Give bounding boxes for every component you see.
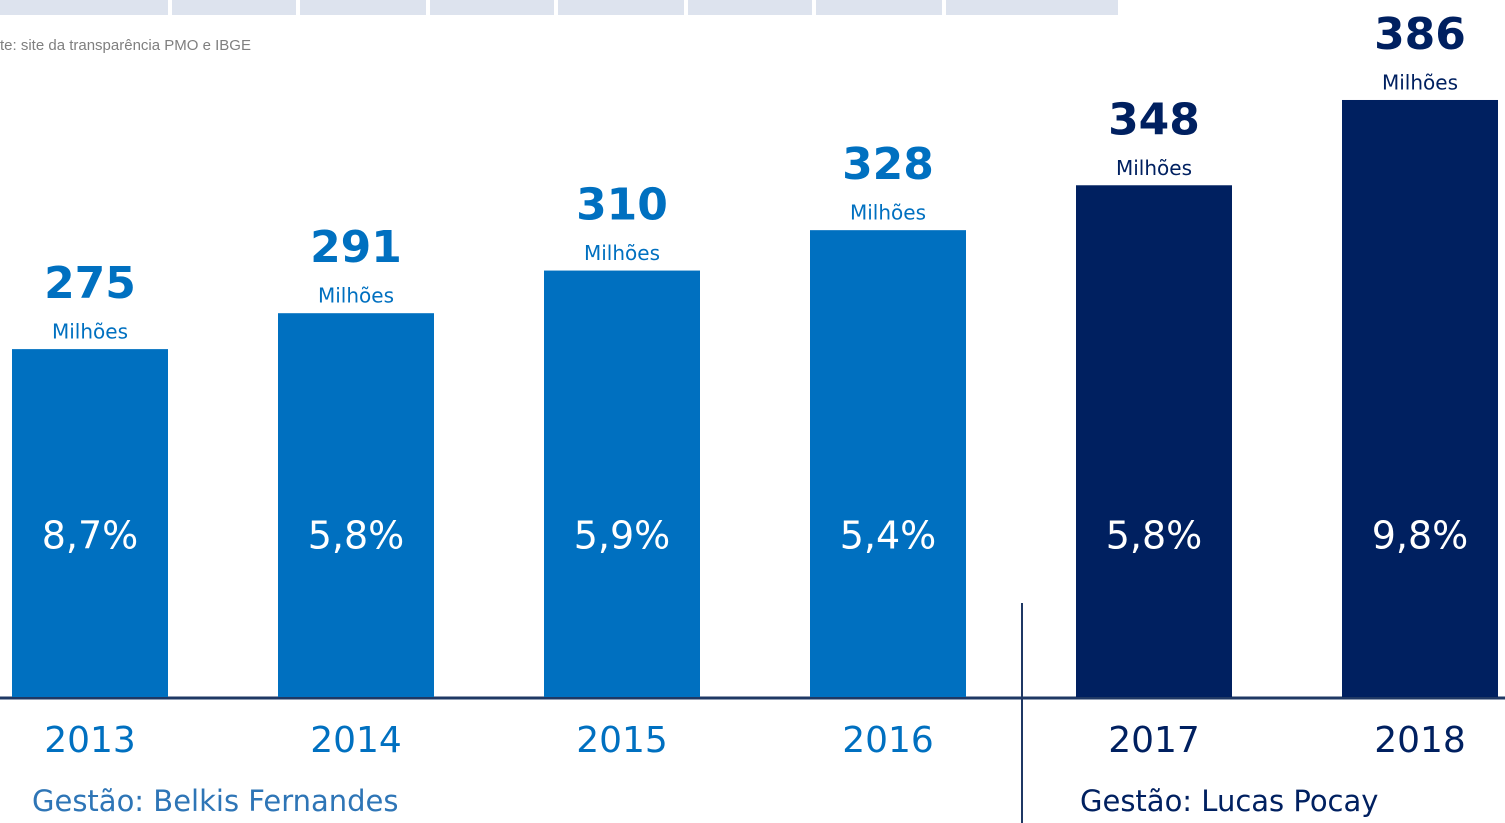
value-label: 291 bbox=[310, 222, 402, 273]
bar-inner-label: 9,8% bbox=[1372, 514, 1469, 558]
bar-inner-label: 8,7% bbox=[42, 514, 139, 558]
x-tick-label: 2013 bbox=[44, 720, 136, 761]
bar-inner-label: 5,4% bbox=[840, 514, 937, 558]
bar bbox=[544, 270, 700, 697]
bar-inner-label: 5,8% bbox=[308, 514, 405, 558]
header-table bbox=[0, 0, 1118, 15]
source-note: te: site da transparência PMO e IBGE bbox=[0, 37, 251, 54]
value-label: 328 bbox=[842, 139, 934, 190]
x-tick-label: 2014 bbox=[310, 720, 402, 761]
table-cell bbox=[688, 0, 812, 15]
value-label: 348 bbox=[1108, 94, 1200, 145]
bar-inner-label: 5,8% bbox=[1106, 514, 1203, 558]
x-tick-label: 2017 bbox=[1108, 720, 1200, 761]
table-cell bbox=[300, 0, 426, 15]
unit-label: Milhões bbox=[584, 241, 660, 265]
table-cell bbox=[430, 0, 554, 15]
unit-label: Milhões bbox=[52, 320, 128, 344]
unit-label: Milhões bbox=[1116, 156, 1192, 180]
bar bbox=[1342, 99, 1498, 697]
bar bbox=[12, 349, 168, 697]
bar bbox=[278, 313, 434, 697]
bar-inner-label: 5,9% bbox=[574, 514, 671, 558]
table-cell bbox=[0, 0, 168, 15]
value-label: 386 bbox=[1374, 9, 1466, 60]
table-cell bbox=[172, 0, 296, 15]
x-tick-label: 2015 bbox=[576, 720, 668, 761]
x-tick-label: 2018 bbox=[1374, 720, 1466, 761]
bar bbox=[1076, 185, 1232, 697]
x-tick-label: 2016 bbox=[842, 720, 934, 761]
group-label: Gestão: Belkis Fernandes bbox=[32, 784, 399, 818]
bar bbox=[810, 230, 966, 697]
unit-label: Milhões bbox=[850, 201, 926, 225]
table-cell bbox=[816, 0, 942, 15]
value-label: 310 bbox=[576, 180, 668, 231]
table-cell bbox=[946, 0, 1118, 15]
unit-label: Milhões bbox=[318, 284, 394, 308]
value-label: 275 bbox=[44, 258, 136, 309]
group-label: Gestão: Lucas Pocay bbox=[1080, 784, 1378, 818]
table-cell bbox=[558, 0, 684, 15]
unit-label: Milhões bbox=[1382, 70, 1458, 94]
